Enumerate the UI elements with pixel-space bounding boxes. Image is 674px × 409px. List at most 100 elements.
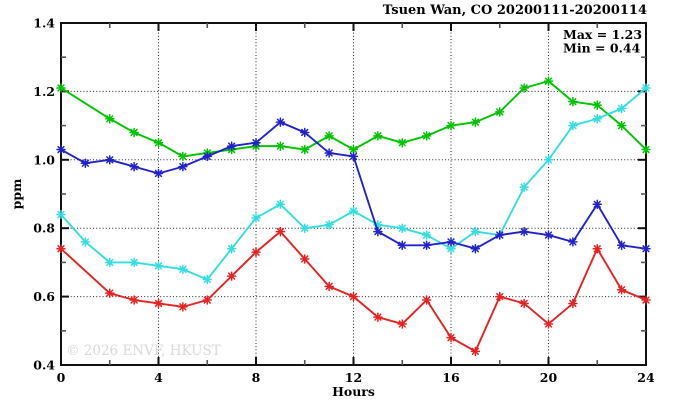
x-tick-label: 20: [540, 370, 558, 385]
marker-arm: [57, 245, 65, 253]
marker-arm: [203, 152, 211, 161]
marker-arm: [447, 121, 455, 130]
marker-arm: [617, 121, 626, 130]
marker-arm: [106, 156, 114, 164]
tick-labels: 0 4 8 12 16 20 24 0.4 0.6 0.8 1.0 1.2 1.4: [33, 16, 655, 386]
marker-arm: [520, 227, 528, 236]
marker-arm: [276, 200, 285, 208]
marker-arm: [447, 245, 455, 253]
marker-arm: [106, 289, 114, 297]
marker-arm: [227, 142, 236, 150]
marker-arm: [422, 231, 431, 239]
x-tick-label: 4: [154, 370, 163, 385]
marker-arm: [203, 275, 211, 284]
marker-arm: [642, 296, 650, 304]
marker-arm: [301, 224, 309, 232]
marker-arm: [325, 221, 333, 229]
marker-arm: [130, 162, 138, 171]
marker-arm: [374, 313, 382, 321]
data-series: [56, 76, 651, 357]
marker-arm: [617, 104, 626, 113]
min-annotation: Min = 0.44: [563, 41, 641, 56]
marker-arm: [130, 258, 138, 267]
marker-arm: [520, 299, 528, 308]
marker-arm: [179, 162, 187, 171]
marker-arm: [447, 333, 455, 342]
marker-arm: [398, 320, 406, 328]
marker-arm: [154, 139, 163, 147]
marker-arm: [520, 183, 528, 191]
marker-arm: [642, 145, 650, 154]
marker-arm: [447, 238, 455, 246]
marker-arm: [544, 231, 553, 239]
marker-arm: [349, 207, 358, 215]
marker-arm: [227, 272, 236, 280]
marker-arm: [276, 142, 285, 150]
x-tick-label: 8: [252, 370, 261, 385]
marker-arm: [203, 296, 211, 304]
marker-arm: [57, 210, 65, 219]
marker-arm: [569, 98, 577, 106]
marker-arm: [398, 224, 406, 232]
marker-arm: [179, 303, 187, 311]
y-tick-label: 1.0: [33, 152, 55, 167]
series-red-markers: [56, 226, 651, 357]
marker-arm: [179, 265, 187, 273]
marker-arm: [569, 238, 577, 246]
marker-arm: [325, 282, 333, 290]
marker-arm: [106, 258, 114, 267]
marker-arm: [130, 128, 138, 137]
marker-arm: [301, 145, 309, 154]
marker-arm: [301, 128, 309, 137]
marker-arm: [471, 227, 480, 236]
x-tick-label: 0: [57, 370, 66, 385]
marker-arm: [471, 347, 480, 355]
marker-arm: [593, 115, 601, 123]
marker-arm: [276, 118, 285, 126]
marker-arm: [496, 108, 504, 116]
marker-arm: [227, 245, 236, 253]
marker-arm: [593, 200, 601, 208]
marker-arm: [422, 296, 431, 304]
marker-arm: [544, 77, 553, 85]
y-tick-label: 1.2: [33, 84, 55, 99]
marker-arm: [496, 231, 504, 239]
marker-arm: [593, 101, 601, 109]
marker-arm: [422, 241, 431, 249]
marker-arm: [252, 248, 260, 256]
x-tick-label: 24: [637, 370, 655, 385]
marker-arm: [374, 227, 382, 236]
marker-arm: [496, 292, 504, 301]
marker-arm: [154, 169, 163, 178]
marker-arm: [617, 286, 626, 294]
x-tick-label: 16: [442, 370, 460, 385]
marker-arm: [471, 118, 480, 126]
marker-arm: [81, 159, 90, 167]
marker-arm: [398, 241, 406, 249]
y-tick-label: 0.4: [33, 358, 55, 373]
x-tick-label: 12: [345, 370, 362, 385]
marker-arm: [398, 139, 406, 147]
y-tick-label: 1.4: [33, 16, 55, 31]
marker-arm: [569, 121, 577, 130]
marker-arm: [569, 299, 577, 308]
y-tick-label: 0.6: [33, 289, 55, 304]
marker-arm: [593, 245, 601, 253]
series-green-markers: [56, 76, 651, 162]
marker-arm: [325, 132, 333, 140]
marker-arm: [154, 299, 163, 308]
marker-arm: [325, 149, 333, 157]
x-axis-label: Hours: [332, 384, 375, 399]
marker-arm: [81, 238, 90, 246]
marker-arm: [349, 292, 358, 301]
y-axis-label: ppm: [9, 179, 24, 210]
marker-arm: [301, 255, 309, 263]
chart-title: Tsuen Wan, CO 20200111-20200114: [383, 3, 647, 18]
marker-arm: [106, 115, 114, 123]
marker-arm: [57, 84, 65, 92]
marker-arm: [471, 245, 480, 253]
series-blue-line: [60, 121, 647, 250]
max-annotation: Max = 1.23: [563, 27, 642, 42]
